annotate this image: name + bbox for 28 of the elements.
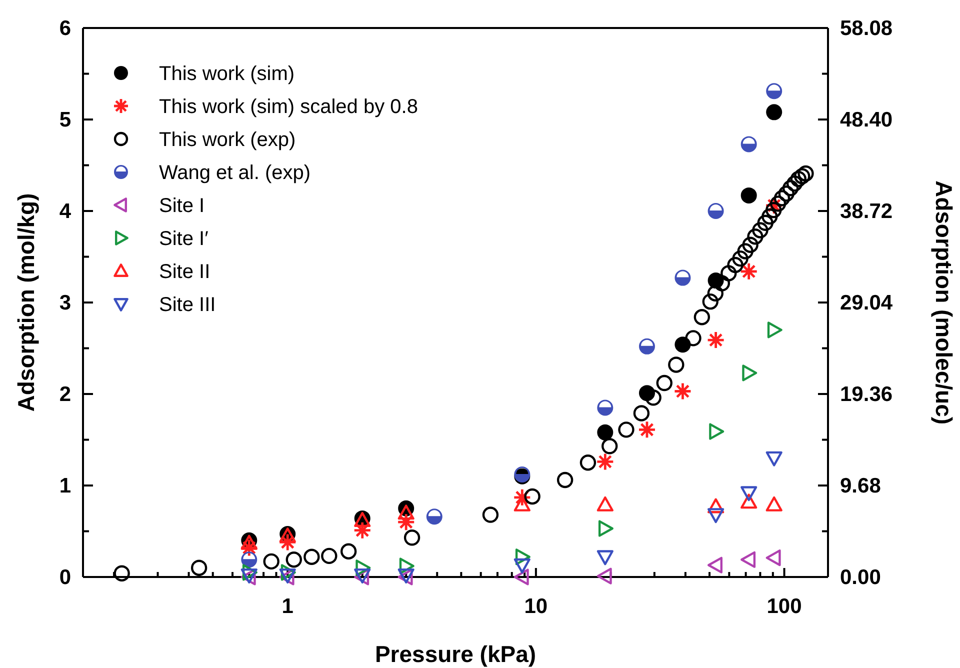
y2-tick-label: 9.68 [840,474,882,498]
legend-label: Site III [159,294,216,316]
x-tick-label: 1 [282,595,294,618]
legend-label: This work (sim) scaled by 0.8 [159,96,418,118]
y-tick-label: 5 [59,108,72,132]
y-tick-label: 4 [59,200,72,223]
y-tick-label: 1 [59,474,72,498]
y-tick-label: 6 [59,17,71,40]
x-tick-label: 10 [524,595,548,618]
y2-tick-label: 58.08 [840,17,893,40]
y-axis-title: Adsorption (mol/kg) [13,193,39,412]
y-tick-label: 3 [59,292,71,314]
y2-tick-label: 0.00 [840,566,881,589]
legend-label: Wang et al. (exp) [159,162,311,184]
y2-tick-label: 48.40 [840,108,893,132]
x-tick-label: 100 [766,595,802,618]
legend-label: This work (exp) [159,129,296,151]
legend-label: Site I′ [159,228,209,250]
y-tick-label: 2 [59,383,71,406]
y2-axis-title: Adsorption (molec/uc) [931,180,957,425]
legend-label: This work (sim) [159,63,295,85]
y2-tick-label: 19.36 [840,383,893,406]
y2-tick-label: 29.04 [840,292,893,314]
legend-label: Site II [159,261,210,283]
legend-label: Site I [159,195,205,217]
y2-tick-label: 38.72 [840,200,893,223]
y-tick-label: 0 [59,566,71,589]
x-axis-title: Pressure (kPa) [374,641,536,667]
